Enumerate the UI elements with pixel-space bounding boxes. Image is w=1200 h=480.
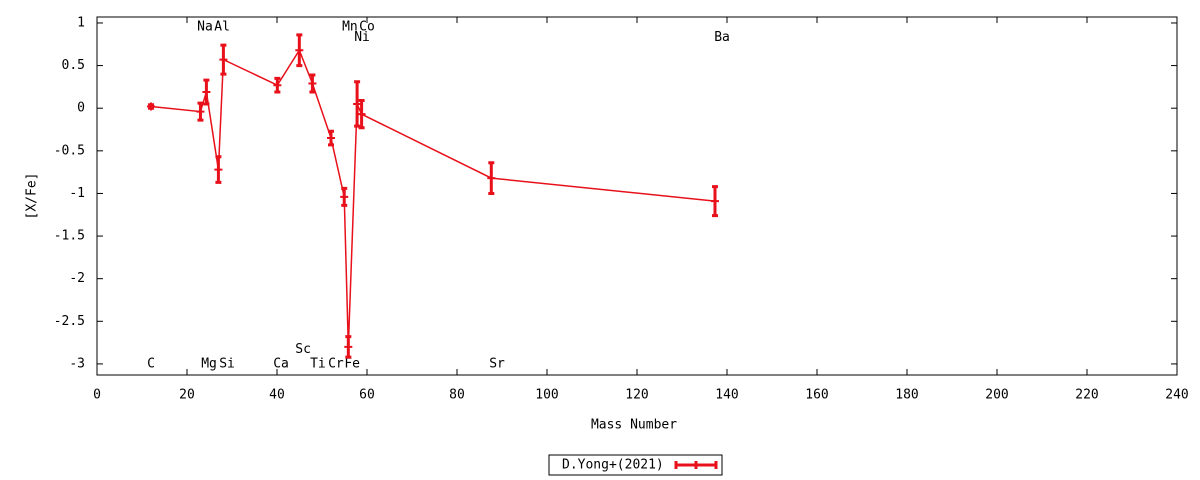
y-tick-label: 0 xyxy=(77,101,85,116)
point xyxy=(273,81,282,90)
y-tick-label: 1 xyxy=(77,15,85,30)
point xyxy=(327,134,335,143)
data-line xyxy=(150,48,716,347)
x-tick-label: 20 xyxy=(179,388,195,403)
x-tick-label: 140 xyxy=(715,388,738,403)
y-tick-label: -2.5 xyxy=(54,314,85,329)
y-tick-label: -0.5 xyxy=(54,143,85,158)
y-axis-label: [X/Fe] xyxy=(25,173,40,220)
point xyxy=(487,174,496,183)
legend-box xyxy=(548,454,723,476)
y-tick-label: 0.5 xyxy=(62,58,85,73)
point xyxy=(344,342,353,351)
legend-label: D.Yong+(2021) xyxy=(562,458,664,473)
y-tick-label: -3 xyxy=(69,356,85,371)
point xyxy=(219,55,228,64)
x-tick-label: 120 xyxy=(625,388,648,403)
point xyxy=(308,79,317,88)
x-tick-label: 200 xyxy=(985,388,1008,403)
element-label: Cr xyxy=(328,356,344,371)
point xyxy=(196,107,205,116)
point xyxy=(357,110,366,119)
x-tick-label: 160 xyxy=(805,388,828,403)
x-tick-label: 40 xyxy=(269,388,285,403)
plot-frame xyxy=(96,16,1178,376)
x-tick-label: 100 xyxy=(535,388,558,403)
element-label: Al xyxy=(214,20,230,35)
element-label: Ba xyxy=(714,30,730,45)
point xyxy=(710,197,719,206)
x-axis-label: Mass Number xyxy=(591,418,677,433)
legend-swatch xyxy=(674,461,718,469)
point xyxy=(340,192,349,201)
element-label: Mg xyxy=(201,356,217,371)
element-label: Ni xyxy=(354,30,370,45)
element-label: Sc xyxy=(295,342,311,357)
point xyxy=(214,165,223,174)
point xyxy=(295,46,304,55)
element-label: Si xyxy=(219,356,235,371)
x-tick-label: 220 xyxy=(1075,388,1098,403)
element-label: C xyxy=(147,356,155,371)
element-label: Na xyxy=(197,20,213,35)
element-label: Fe xyxy=(344,356,360,371)
x-tick-label: 0 xyxy=(93,388,101,403)
element-label: Ti xyxy=(310,356,326,371)
x-tick-label: 180 xyxy=(895,388,918,403)
y-tick-label: -1.5 xyxy=(54,229,85,244)
element-label: Co xyxy=(359,20,375,35)
x-tick-label: 60 xyxy=(359,388,375,403)
element-label: Mn xyxy=(342,20,358,35)
y-tick-label: -2 xyxy=(69,271,85,286)
point xyxy=(202,88,211,97)
element-label: Sr xyxy=(489,356,505,371)
x-tick-label: 240 xyxy=(1165,388,1188,403)
point xyxy=(353,99,362,108)
element-label: Ca xyxy=(273,356,289,371)
x-tick-label: 80 xyxy=(449,388,465,403)
y-tick-label: -1 xyxy=(69,186,85,201)
point xyxy=(147,102,156,111)
